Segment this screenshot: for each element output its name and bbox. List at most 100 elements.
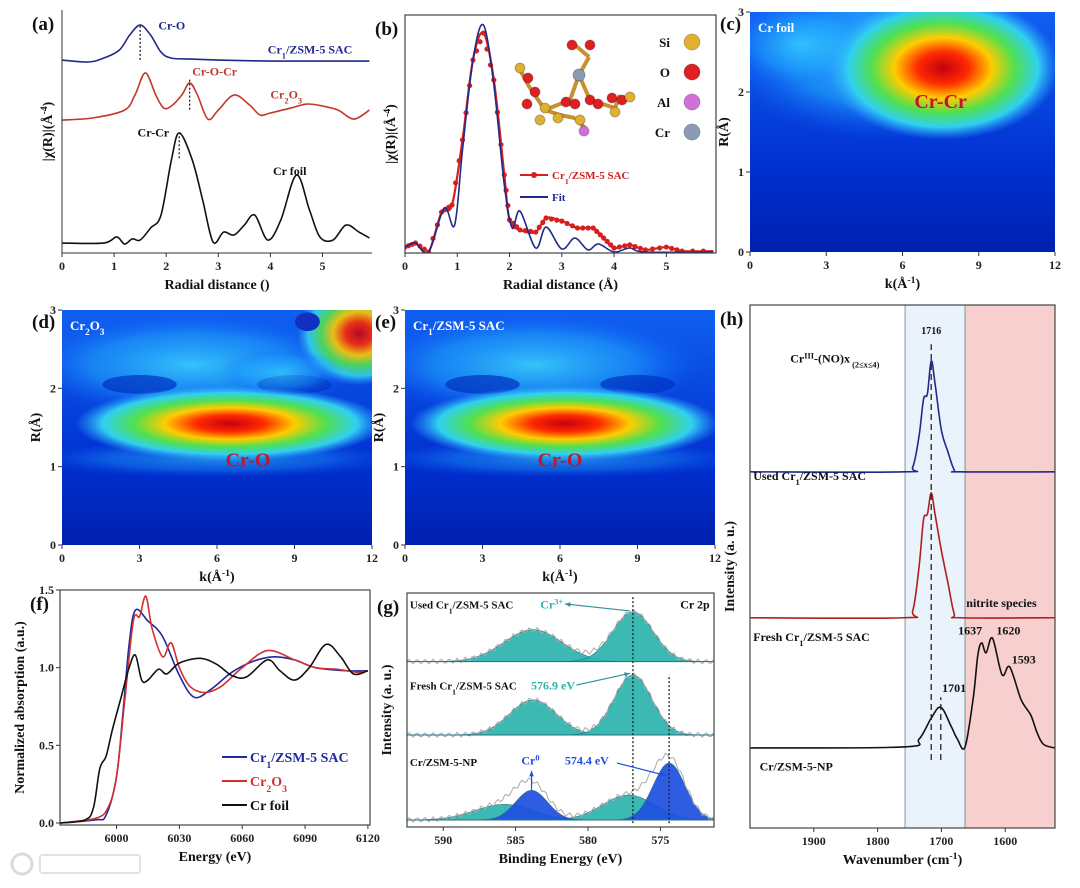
data-point: [597, 232, 603, 238]
label-part: 2: [284, 96, 288, 105]
atom: [574, 114, 586, 126]
data-point: [604, 238, 610, 245]
data-point: [517, 227, 523, 233]
label-part: Cr: [790, 352, 805, 366]
panel-label: (b): [375, 19, 398, 40]
panel-g: Used Cr1/ZSM-5 SAC Fresh Cr1/ZSM-5 SAC Cr /…: [377, 592, 715, 867]
label-part: |χ(R)|(Å: [40, 114, 56, 162]
heatmap-blob: [219, 349, 344, 397]
series-line: [62, 72, 370, 121]
plot-area: [60, 595, 369, 824]
data-point: [669, 245, 675, 252]
atom: [514, 62, 526, 74]
plot-area: [62, 24, 370, 245]
data-point: [674, 247, 680, 253]
bond: [559, 113, 576, 120]
x-tick-label: 6090: [293, 831, 317, 845]
annotation: 1701: [942, 681, 966, 695]
plot-frame: [749, 304, 1056, 829]
data-point: [616, 244, 623, 250]
label-part: -1: [565, 568, 573, 579]
label-part: ): [573, 570, 578, 585]
annotation: Cr1/ZSM-5 SAC: [268, 43, 353, 61]
y-tick-label: 1: [738, 165, 744, 179]
label-part: /ZSM-5 SAC: [452, 600, 514, 612]
label-part: Cr: [552, 170, 565, 182]
heatmap-peak: [410, 385, 715, 462]
series-line: [62, 132, 370, 245]
spectrum-label: Used Cr1/ZSM-5 SAC: [410, 600, 514, 616]
label-part: Used Cr: [753, 469, 796, 483]
sample-label: Cr foil: [758, 20, 795, 35]
label-part: Cr: [521, 754, 536, 768]
x-tick-label: 3: [480, 551, 486, 565]
data-point: [663, 244, 669, 250]
label-part: 2: [85, 327, 90, 337]
label-part: /ZSM-5 SAC: [802, 630, 869, 644]
label-part: /ZSM-5 SAC: [285, 43, 352, 57]
spectrum-label: Fresh Cr1/ZSM-5 SAC: [410, 681, 517, 697]
label-part: 3: [282, 784, 287, 795]
x-axis-label: Binding Energy (eV): [499, 852, 623, 867]
label-part: -1: [222, 568, 230, 579]
plot-area: [750, 12, 1055, 252]
label-part: k(Å: [199, 569, 222, 585]
x-tick-label: 1: [454, 259, 460, 273]
series-line: [60, 595, 369, 824]
series-line: [750, 491, 1055, 620]
label-part: Fresh Cr: [753, 630, 800, 644]
legend-label: Cr foil: [250, 799, 289, 814]
sample-label: Cr2O3: [70, 318, 105, 337]
y-tick-label: 0: [393, 538, 399, 552]
shaded-region: [964, 305, 1055, 828]
arrow-head: [529, 770, 534, 777]
data-point: [627, 242, 633, 248]
annotation: Cr-O: [538, 450, 583, 472]
x-tick-label: 3: [559, 259, 565, 273]
panel-label: (e): [375, 312, 396, 333]
label-part: -(NO)x: [814, 352, 850, 366]
plot-area: [405, 310, 715, 545]
data-point: [632, 244, 638, 250]
watermark-logo: [10, 852, 141, 876]
data-point: [543, 215, 549, 221]
label-part: Cr: [250, 775, 266, 790]
x-tick-label: 6120: [356, 831, 380, 845]
heatmap-peak: [827, 12, 1055, 140]
data-point: [514, 224, 520, 230]
x-tick-label: 3: [215, 259, 221, 273]
label-part: |χ(R)|(Å: [383, 116, 399, 164]
annotation: Cr-O: [158, 18, 185, 32]
x-tick-label: 0: [59, 259, 65, 273]
y-tick-label: 3: [50, 303, 56, 317]
x-axis-label: Energy (eV): [179, 850, 252, 865]
label-part: Wavenumber (cm: [843, 853, 950, 868]
annotation: 1620: [996, 623, 1020, 637]
annotation: Cr-Cr: [138, 125, 170, 139]
label-part: 0: [535, 753, 539, 762]
bond: [573, 43, 591, 59]
label-part: Cr: [70, 318, 85, 333]
y-tick-label: 2: [738, 85, 744, 99]
x-tick-label: 1: [111, 259, 117, 273]
panel-label: (g): [377, 597, 399, 618]
label-part: k(Å: [885, 276, 908, 292]
atom: [529, 86, 541, 98]
sample-label: Cr1/ZSM-5 SAC: [413, 318, 505, 337]
x-tick-label: 0: [402, 551, 408, 565]
atom: [552, 112, 564, 124]
data-point: [449, 202, 455, 208]
atom: [566, 39, 578, 51]
annotation: Used Cr1/ZSM-5 SAC: [753, 469, 866, 487]
atom-label: O: [660, 65, 670, 80]
atom: [578, 125, 590, 137]
x-tick-label: 6: [214, 551, 220, 565]
atom: [572, 68, 586, 82]
label-part: 1: [428, 327, 433, 337]
raw-spectrum: [407, 752, 714, 823]
series-line: [405, 23, 714, 253]
